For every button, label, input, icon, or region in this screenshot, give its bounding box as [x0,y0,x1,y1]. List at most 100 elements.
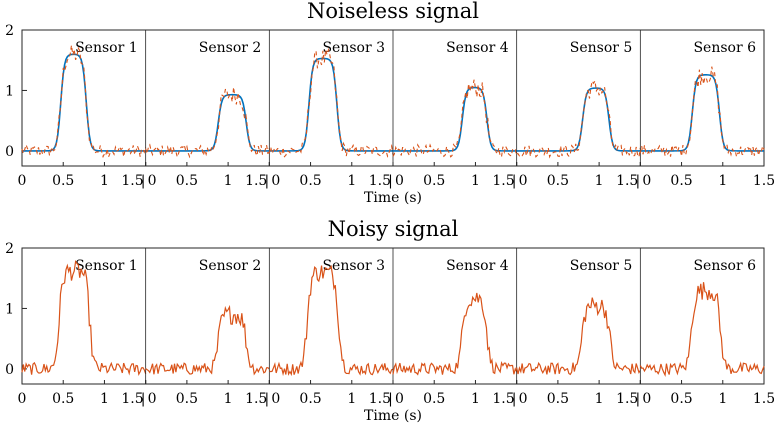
series-line-clean-sensor-2 [145,93,270,152]
x-tick-label: 1 [595,173,604,189]
panel-label-sensor-3: Sensor 3 [322,40,385,56]
panel-label-sensor-4: Sensor 4 [446,258,509,274]
x-tick-label: 0.5 [299,173,321,189]
x-tick-label: 1.5 [492,391,514,407]
x-tick-separator: | [141,391,146,407]
x-axis-label: Time (s) [364,408,422,424]
series-line-clean-sensor-6 [640,74,764,152]
panel-label-sensor-5: Sensor 5 [570,40,633,56]
series-line-noisy-sensor-4 [392,292,518,376]
x-tick-label: 0.5 [547,173,569,189]
x-tick-label: 1 [595,391,604,407]
x-tick-label: 1 [718,173,727,189]
x-tick-label: 1 [100,173,109,189]
x-tick-label: 1 [347,391,356,407]
x-tick-label: 0 [642,391,651,407]
x-tick-label: 1.5 [492,173,514,189]
panel-label-sensor-6: Sensor 6 [693,258,756,274]
x-tick-label: 1 [224,391,233,407]
series-line-noisy-sensor-1 [21,259,147,376]
panel-label-sensor-2: Sensor 2 [199,40,262,56]
x-tick-label: 1.5 [245,173,267,189]
x-tick-label: 0.5 [52,391,74,407]
x-axis-label: Time (s) [364,190,422,206]
panel-label-sensor-1: Sensor 1 [75,40,138,56]
x-tick-label: 0 [395,173,404,189]
x-tick-separator: | [512,391,517,407]
x-tick-label: 1 [224,173,233,189]
panel-label-sensor-1: Sensor 1 [75,258,138,274]
x-tick-label: 0 [642,173,651,189]
x-tick-label: 0.5 [299,391,321,407]
x-tick-separator: | [512,173,517,189]
x-tick-label: 0.5 [670,391,692,407]
x-tick-separator: | [388,173,393,189]
x-tick-label: 0 [395,391,404,407]
x-tick-label: 1.5 [121,391,143,407]
x-tick-label: 0 [519,173,528,189]
series-line-reconstructed-sensor-2 [145,87,270,159]
x-tick-label: 0.5 [52,173,74,189]
y-tick-label: 1 [5,83,14,99]
series-line-reconstructed-sensor-6 [639,66,765,159]
series-line-clean-sensor-4 [393,86,517,152]
y-tick-label: 2 [5,241,14,257]
series-line-noisy-sensor-6 [639,282,765,377]
x-tick-label: 1 [100,391,109,407]
y-tick-label: 0 [5,144,14,160]
x-tick-label: 1.5 [369,173,391,189]
x-tick-label: 0.5 [423,173,445,189]
x-tick-label: 1.5 [753,391,774,407]
panel-label-sensor-3: Sensor 3 [322,258,385,274]
x-tick-label: 1.5 [616,173,638,189]
x-tick-label: 0 [271,391,280,407]
x-tick-separator: | [388,391,393,407]
x-tick-label: 1 [471,173,480,189]
x-tick-label: 0 [18,391,27,407]
panel-label-sensor-6: Sensor 6 [693,40,756,56]
x-tick-label: 0.5 [423,391,445,407]
series-line-noisy-sensor-2 [145,304,270,376]
x-tick-label: 1 [471,391,480,407]
series-line-noisy-sensor-5 [516,297,641,376]
x-tick-label: 1 [718,391,727,407]
x-tick-label: 1.5 [616,391,638,407]
x-tick-label: 1.5 [245,391,267,407]
x-tick-label: 1 [347,173,356,189]
x-tick-label: 0 [271,173,280,189]
panel-label-sensor-5: Sensor 5 [570,258,633,274]
x-tick-label: 0.5 [176,173,198,189]
panel-label-sensor-2: Sensor 2 [199,258,262,274]
y-tick-label: 1 [5,301,14,317]
series-line-noisy-sensor-3 [269,264,394,377]
x-tick-separator: | [635,173,640,189]
chart-title: Noisy signal [328,217,459,241]
series-line-clean-sensor-5 [516,87,641,152]
chart-panel-group-1: Noiseless signal 0 1 2 Sensor 1 0 0.5 1 1.5 Senso… [5,0,774,206]
series-line-reconstructed-sensor-1 [21,45,147,159]
y-tick-label: 2 [5,23,14,39]
x-tick-label: 1.5 [121,173,143,189]
x-tick-label: 0.5 [670,173,692,189]
x-tick-label: 0.5 [176,391,198,407]
x-tick-label: 1.5 [753,173,774,189]
x-tick-label: 0 [148,391,157,407]
x-tick-label: 0 [148,173,157,189]
x-tick-separator: | [264,173,269,189]
x-tick-separator: | [264,391,269,407]
series-line-reconstructed-sensor-3 [268,47,394,158]
series-line-reconstructed-sensor-5 [516,79,641,159]
chart-panel-group-2: Noisy signal 0 1 2 Sensor 1 0 0.5 1 1.5 Sensor 2 0… [5,217,774,424]
x-tick-label: 0.5 [547,391,569,407]
x-tick-separator: | [635,391,640,407]
chart-title: Noiseless signal [307,0,479,23]
series-line-clean-sensor-3 [269,57,393,152]
x-tick-label: 0 [519,391,528,407]
y-tick-label: 0 [5,362,14,378]
x-tick-separator: | [141,173,146,189]
x-tick-label: 1.5 [369,391,391,407]
x-tick-label: 0 [18,173,27,189]
panel-label-sensor-4: Sensor 4 [446,40,509,56]
series-line-reconstructed-sensor-4 [392,79,518,158]
